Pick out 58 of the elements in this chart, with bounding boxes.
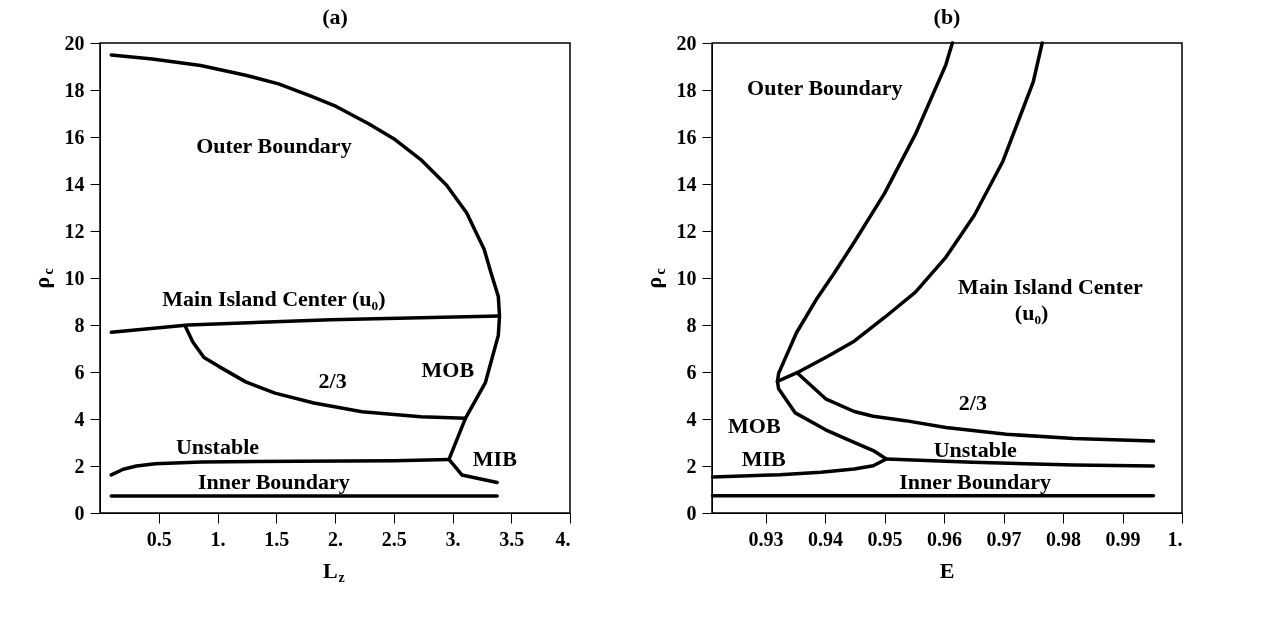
y-tick-label: 0 bbox=[74, 501, 85, 524]
annotation: Unstable bbox=[175, 434, 260, 460]
y-tick-label: 8 bbox=[74, 313, 85, 336]
x-tick-label: 1. bbox=[1167, 527, 1183, 550]
y-tick-label: 8 bbox=[686, 313, 697, 336]
y-tick-label: 12 bbox=[64, 219, 85, 242]
y-tick-label: 16 bbox=[676, 125, 697, 148]
annotation: Outer Boundary bbox=[196, 133, 352, 159]
annotation: MOB bbox=[728, 413, 781, 439]
x-tick-label: 0.96 bbox=[927, 527, 963, 550]
x-tick-label: 0.5 bbox=[146, 527, 172, 550]
y-tick-label: 2 bbox=[686, 454, 697, 477]
x-tick-label: 1. bbox=[210, 527, 226, 550]
annotation: MOB bbox=[421, 356, 475, 382]
y-tick-label: 4 bbox=[686, 407, 697, 430]
annotation: MIB bbox=[472, 445, 518, 471]
y-tick-label: 2 bbox=[74, 454, 85, 477]
y-tick-label: 14 bbox=[64, 172, 85, 195]
chart-title: (a) bbox=[322, 4, 348, 29]
annotation: Inner Boundary bbox=[197, 469, 350, 495]
annotation: Outer Boundary bbox=[747, 74, 903, 100]
annotation: Unstable bbox=[933, 436, 1017, 462]
y-tick-label: 20 bbox=[64, 31, 85, 54]
annotation: MIB bbox=[741, 445, 787, 471]
chart-title: (b) bbox=[933, 4, 961, 29]
y-tick-label: 20 bbox=[676, 31, 697, 54]
x-tick-label: 2. bbox=[328, 527, 343, 550]
x-tick-label: 0.95 bbox=[867, 527, 903, 550]
annotation: Main Island Center bbox=[958, 274, 1143, 300]
x-axis-title: E bbox=[939, 558, 955, 583]
x-tick-label: 0.93 bbox=[748, 527, 784, 550]
y-tick-label: 18 bbox=[676, 78, 697, 101]
y-tick-label: 4 bbox=[74, 407, 85, 430]
y-tick-label: 16 bbox=[64, 125, 85, 148]
y-tick-label: 0 bbox=[686, 501, 697, 524]
x-tick-label: 0.94 bbox=[808, 527, 844, 550]
y-tick-label: 6 bbox=[74, 360, 85, 383]
annotation: Main Island Center (u₀) bbox=[162, 286, 386, 312]
annotation: (u₀) bbox=[1014, 300, 1049, 326]
annotation: 2/3 bbox=[958, 389, 987, 415]
annotation: Inner Boundary bbox=[899, 469, 1052, 495]
x-tick-label: 3. bbox=[445, 527, 461, 550]
y-tick-label: 18 bbox=[64, 78, 85, 101]
x-tick-label: 0.97 bbox=[986, 527, 1022, 550]
x-tick-label: 0.98 bbox=[1046, 527, 1082, 550]
y-tick-label: 6 bbox=[686, 360, 697, 383]
x-tick-label: 2.5 bbox=[381, 527, 407, 550]
y-tick-label: 10 bbox=[676, 266, 697, 289]
y-tick-label: 14 bbox=[676, 172, 697, 195]
x-tick-label: 3.5 bbox=[499, 527, 525, 550]
x-tick-label: 4. bbox=[555, 527, 571, 550]
annotation: 2/3 bbox=[318, 368, 347, 394]
x-tick-label: 1.5 bbox=[264, 527, 290, 550]
x-tick-label: 0.99 bbox=[1105, 527, 1141, 550]
y-axis-title: ρc bbox=[29, 268, 56, 289]
y-axis-title: ρc bbox=[641, 268, 668, 289]
y-tick-label: 12 bbox=[676, 219, 697, 242]
y-tick-label: 10 bbox=[64, 266, 85, 289]
